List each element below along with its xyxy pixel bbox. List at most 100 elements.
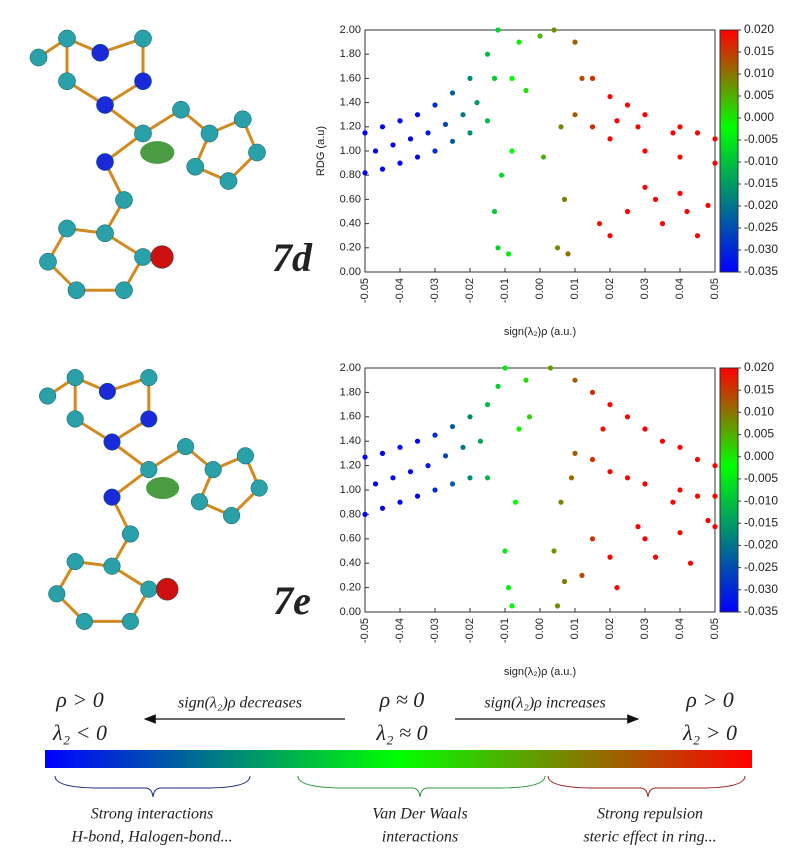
point xyxy=(362,170,368,176)
point xyxy=(652,196,659,202)
point xyxy=(505,251,512,257)
y-tick-label: 1.20 xyxy=(340,121,361,133)
atom xyxy=(140,410,158,428)
point xyxy=(565,251,571,257)
x-tick-label: -0.05 xyxy=(359,618,371,643)
point xyxy=(624,102,631,108)
point xyxy=(442,121,449,127)
colorbar-tick-label: -0.020 xyxy=(744,198,778,212)
point xyxy=(589,124,596,130)
point xyxy=(705,202,711,209)
plot-frame xyxy=(364,29,716,273)
increases-label: sign(λ₂)ρ increases xyxy=(484,695,605,712)
y-tick-label: 0.80 xyxy=(340,508,361,520)
plot-frame xyxy=(364,367,716,613)
point xyxy=(624,414,631,420)
atom xyxy=(248,143,266,162)
point xyxy=(589,456,596,463)
x-tick-label: 0.02 xyxy=(604,618,616,639)
point xyxy=(477,438,484,444)
x-tick-label: -0.04 xyxy=(394,278,406,303)
point xyxy=(442,453,449,459)
x-tick-label: 0.02 xyxy=(604,278,616,299)
point xyxy=(390,142,396,148)
point xyxy=(397,160,403,166)
point xyxy=(670,499,676,505)
colorbar-tick-label: -0.025 xyxy=(744,560,778,574)
point xyxy=(642,184,648,190)
x-tick-label: 0.00 xyxy=(534,278,546,299)
point xyxy=(614,585,620,591)
y-tick-label: 1.60 xyxy=(340,411,361,423)
point xyxy=(589,389,596,395)
point xyxy=(491,75,498,81)
point xyxy=(474,100,480,106)
point xyxy=(607,233,613,239)
point xyxy=(561,196,568,202)
point xyxy=(397,444,403,450)
atom xyxy=(115,191,133,209)
atom xyxy=(155,577,179,601)
atom xyxy=(58,219,76,238)
y-tick-label: 0.00 xyxy=(340,266,361,278)
point xyxy=(425,463,431,469)
point xyxy=(523,87,529,94)
atom xyxy=(204,461,222,479)
colorbar-tick-label: 0.010 xyxy=(744,66,774,80)
point xyxy=(537,33,543,39)
colorbar-tick-label: -0.035 xyxy=(744,604,778,618)
compound-label: 7d xyxy=(272,235,313,280)
point xyxy=(670,130,676,136)
point xyxy=(607,554,613,560)
point xyxy=(572,39,578,45)
group-line1: Strong repulsion xyxy=(597,806,703,823)
point xyxy=(484,475,491,481)
atom xyxy=(67,281,86,300)
colorbar-tick-label: -0.005 xyxy=(744,132,778,146)
point xyxy=(505,585,512,591)
y-tick-label: 0.60 xyxy=(340,193,361,205)
point xyxy=(589,536,596,542)
colorbar-tick-label: -0.005 xyxy=(744,471,778,485)
point xyxy=(614,118,620,124)
right-rho: ρ > 0 xyxy=(685,687,733,712)
point xyxy=(705,517,711,524)
point xyxy=(432,487,438,493)
point xyxy=(460,444,466,450)
colorbar-tick-label: -0.025 xyxy=(744,220,778,234)
point xyxy=(642,536,648,542)
point xyxy=(607,136,613,142)
atom xyxy=(121,525,139,543)
point xyxy=(642,112,648,118)
point xyxy=(547,365,554,371)
point xyxy=(554,603,561,609)
point xyxy=(495,245,501,251)
atom xyxy=(103,488,121,506)
colorbar-tick-label: 0.015 xyxy=(744,382,774,396)
atom xyxy=(103,433,121,451)
point xyxy=(551,548,557,554)
center-lambda: λ₂ ≈ 0 xyxy=(375,720,427,745)
y-tick-label: 1.40 xyxy=(340,435,361,447)
group-line1: Strong interactions xyxy=(91,806,214,823)
x-tick-label: 0.05 xyxy=(709,278,721,299)
point xyxy=(607,402,613,408)
point xyxy=(642,481,648,487)
colorbar-tick-label: 0.015 xyxy=(744,44,774,58)
atom xyxy=(134,124,152,143)
point xyxy=(379,505,386,511)
point xyxy=(677,190,683,196)
point xyxy=(484,51,491,57)
point xyxy=(572,450,578,456)
atom xyxy=(134,72,152,91)
atom xyxy=(121,612,139,630)
point xyxy=(432,432,438,438)
point xyxy=(414,112,421,118)
point xyxy=(379,450,386,456)
x-axis-title: sign(λ₂)ρ (a.u.) xyxy=(504,326,576,338)
atom xyxy=(177,438,195,456)
point xyxy=(659,438,666,444)
atom xyxy=(134,248,152,266)
point xyxy=(425,130,431,136)
atom xyxy=(233,110,252,129)
